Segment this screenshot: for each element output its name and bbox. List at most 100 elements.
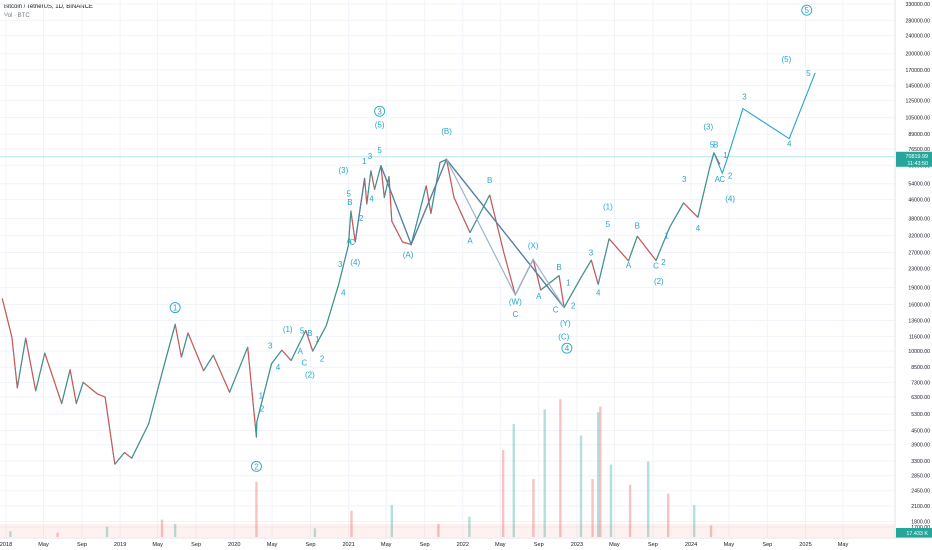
volume-bar xyxy=(647,461,650,537)
volume-bar xyxy=(599,406,602,537)
candle-segment xyxy=(325,284,340,326)
candle-segment xyxy=(558,275,565,308)
wave-label: (Y) xyxy=(560,319,571,328)
wave-label: (2) xyxy=(305,370,315,379)
wave-label-circle xyxy=(801,4,813,16)
price-axis[interactable]: 1700.001800.002100.002450.002850.003300.… xyxy=(894,0,932,538)
price-tick-label: 10000.00 xyxy=(908,349,930,355)
candle-segment xyxy=(104,396,116,465)
wave-label: 4 xyxy=(369,195,374,204)
price-tick-label: 76500.00 xyxy=(908,147,930,153)
candle-segment xyxy=(590,260,599,285)
candle-segment xyxy=(312,325,327,352)
price-tick-label: 125000.00 xyxy=(905,98,930,104)
candle-segment xyxy=(247,347,257,438)
volume-baseline xyxy=(0,524,895,537)
wave-label: A xyxy=(467,236,473,245)
price-tick-label: 2100.00 xyxy=(911,504,930,510)
candle-segment xyxy=(366,170,372,205)
time-tick-label: May xyxy=(495,542,506,548)
candle-segment xyxy=(540,275,560,291)
wave-label: A xyxy=(298,347,304,356)
volume-bar xyxy=(313,528,317,537)
volume-bars xyxy=(0,399,895,537)
wave-label: 4 xyxy=(787,139,792,148)
volume-legend: Vol · BTC xyxy=(4,13,30,19)
candle-segment xyxy=(16,338,27,389)
wave-label: 3 xyxy=(377,107,382,116)
wave-label: 2 xyxy=(254,462,259,471)
time-tick-label: 2020 xyxy=(228,542,240,548)
wave-label: A xyxy=(626,261,632,270)
wave-label: 1 xyxy=(723,151,728,160)
candle-segment xyxy=(697,168,710,218)
price-tick-label: 11600.00 xyxy=(909,334,930,340)
wave-label: 2 xyxy=(320,354,325,363)
current-price-time: 11:43:50 xyxy=(907,161,928,167)
candle-segment xyxy=(380,165,385,198)
price-tick-label: 32000.00 xyxy=(908,234,930,240)
chart-header: Bitcoin / TetherUS, 1D, BINANCE Vol · BT… xyxy=(4,3,93,21)
candle-segment xyxy=(608,238,629,262)
wave-label: (1) xyxy=(603,202,613,211)
time-tick-label: May xyxy=(152,542,163,548)
wave-label: C xyxy=(349,238,355,247)
candle-segment xyxy=(383,176,390,198)
wave-label: 2 xyxy=(571,302,576,311)
chart-grid xyxy=(0,0,895,538)
candle-segment xyxy=(174,324,182,358)
time-axis[interactable]: 2018 May Sep 2019 May Sep 2020 May Sep 2021 May Sep… xyxy=(0,537,932,548)
price-tick-label: 27000.00 xyxy=(908,250,930,256)
volume-bar xyxy=(596,412,600,537)
pattern-lines xyxy=(354,72,816,309)
wave-label: (C) xyxy=(558,332,569,341)
projection-path-line xyxy=(713,72,816,175)
time-tick-label: 2024 xyxy=(685,542,697,548)
volume-bar xyxy=(667,493,670,537)
wave-label: (3) xyxy=(703,123,713,132)
price-tick-label: 89000.00 xyxy=(908,132,930,138)
wave-label: C xyxy=(719,175,725,184)
price-tick-label: 3900.00 xyxy=(911,443,930,449)
candle-segment xyxy=(11,337,18,388)
wave-label: 5 xyxy=(300,327,305,336)
candle-segment xyxy=(148,373,163,425)
wave-label-circle xyxy=(169,302,181,314)
price-tick-label: 13600.00 xyxy=(908,319,930,325)
volume-bar xyxy=(512,423,515,537)
candle-segment xyxy=(446,159,455,198)
wave-label: 3 xyxy=(742,92,747,101)
wave-label: A xyxy=(346,236,352,245)
price-tick-label: 4500.00 xyxy=(911,428,930,434)
wave-label: B xyxy=(487,176,492,185)
price-tick-label: 23000.00 xyxy=(908,266,930,272)
wave-label: B xyxy=(556,263,561,272)
candle-segment xyxy=(35,352,46,391)
volume-bar xyxy=(591,479,594,537)
price-tick-label: 105000.00 xyxy=(905,116,930,122)
corrective-zigzag-line xyxy=(380,158,565,309)
time-tick-label: May xyxy=(381,542,392,548)
candle-segment xyxy=(425,185,432,214)
volume-bar xyxy=(579,435,583,537)
candle-segment xyxy=(82,381,98,395)
wave-label: 3 xyxy=(682,175,687,184)
volume-bar xyxy=(390,505,394,537)
wave-label: 3 xyxy=(338,260,343,269)
candle-segment xyxy=(229,347,249,393)
wave-label: 4 xyxy=(696,224,701,233)
time-tick-label: May xyxy=(38,542,49,548)
wave-label: (2) xyxy=(654,277,664,286)
volume-bar xyxy=(501,450,505,537)
volume-bar xyxy=(160,519,164,537)
price-tick-label: 8500.00 xyxy=(911,365,930,371)
wave-label: (B) xyxy=(441,127,452,136)
price-tick-label: 16000.00 xyxy=(908,302,930,308)
wave-label: 2 xyxy=(661,258,666,267)
candle-segment xyxy=(281,349,292,361)
time-tick-label: 2019 xyxy=(114,542,126,548)
candle-segment xyxy=(580,259,592,278)
wave-label: 5 xyxy=(806,69,811,78)
candle-segment xyxy=(203,354,214,372)
